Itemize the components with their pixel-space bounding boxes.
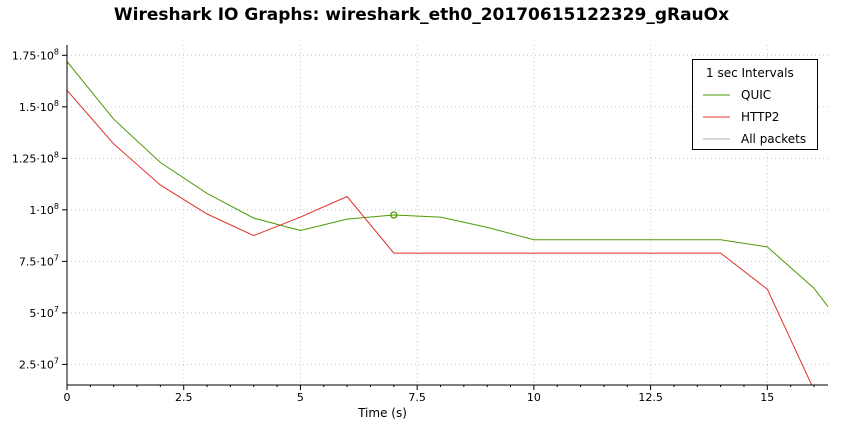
- x-tick-label: 15: [760, 391, 774, 404]
- y-tick-label: 2.5·107: [19, 356, 59, 371]
- selected-point-marker: [390, 211, 398, 219]
- x-axis-title: Time (s): [357, 406, 407, 420]
- series-layer: [66, 61, 829, 386]
- y-tick-label: 1.75·108: [12, 47, 59, 62]
- grid: [66, 45, 828, 385]
- legend-entry-http2: HTTP2: [741, 110, 779, 124]
- x-tick-label: 10: [527, 391, 541, 404]
- axes: 0 2.5 5 7.5 10 12.5 15 2.5·107 5·107 7.5·107 1·108…: [12, 45, 828, 420]
- x-tick-label: 12.5: [638, 391, 663, 404]
- series-line-quic: [66, 61, 829, 308]
- chart-title: Wireshark IO Graphs: wireshark_eth0_2017…: [113, 5, 730, 25]
- y-tick-label: 1.25·108: [12, 150, 59, 165]
- y-tick-label: 1·108: [29, 202, 59, 217]
- legend[interactable]: 1 sec Intervals QUIC HTTP2 All packets: [692, 59, 818, 150]
- series-line-http2: [66, 89, 813, 386]
- legend-title: 1 sec Intervals: [706, 66, 794, 80]
- y-tick-label: 1.5·108: [19, 99, 59, 114]
- x-tick-label: 0: [64, 391, 71, 404]
- y-tick-label: 5·107: [29, 305, 59, 320]
- legend-entry-quic: QUIC: [741, 88, 771, 102]
- y-tick-label: 7.5·107: [19, 253, 59, 268]
- x-tick-label: 5: [297, 391, 304, 404]
- legend-box: [692, 59, 818, 150]
- x-tick-label: 7.5: [408, 391, 426, 404]
- legend-entry-all-packets: All packets: [741, 132, 806, 146]
- x-tick-label: 2.5: [175, 391, 193, 404]
